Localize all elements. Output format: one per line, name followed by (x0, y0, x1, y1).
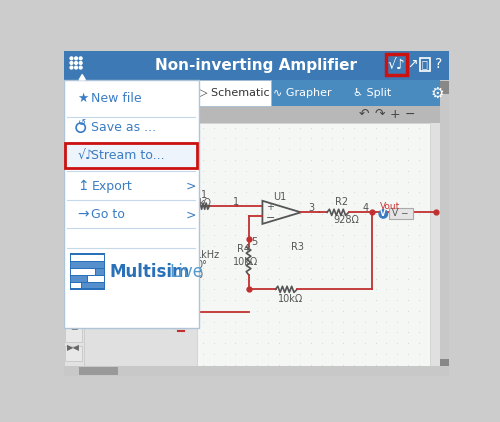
Text: ♿ Split: ♿ Split (352, 88, 391, 98)
Bar (388, 208, 413, 219)
Text: Live: Live (169, 262, 203, 281)
Polygon shape (79, 75, 86, 80)
Text: 0°: 0° (196, 260, 207, 270)
Bar (64, 80, 198, 328)
Text: ↷: ↷ (374, 108, 384, 121)
Text: >: > (186, 208, 196, 221)
Bar (66, 288, 82, 303)
Text: 1: 1 (233, 197, 239, 206)
Bar (66, 346, 82, 361)
Text: R3: R3 (291, 242, 304, 252)
Text: Go to: Go to (92, 208, 126, 221)
Text: 5: 5 (251, 237, 257, 246)
Bar (440, 80, 449, 366)
Bar (64, 51, 449, 80)
Text: ★: ★ (78, 92, 89, 105)
Bar (64, 80, 84, 376)
Bar (82, 283, 104, 288)
Bar (440, 81, 449, 94)
Text: Export: Export (92, 180, 132, 193)
Bar (197, 123, 430, 366)
Text: 10kΩ: 10kΩ (278, 294, 303, 303)
Circle shape (80, 57, 82, 60)
Text: 928Ω: 928Ω (333, 215, 359, 225)
Bar (386, 54, 407, 75)
Text: ⋅—: ⋅— (68, 285, 80, 294)
Text: +: + (266, 202, 274, 212)
Text: →: → (78, 208, 89, 222)
Text: V: V (380, 209, 386, 218)
Bar (88, 276, 104, 281)
Text: R4: R4 (237, 244, 250, 254)
Text: 3: 3 (308, 203, 314, 213)
Text: −: − (405, 108, 415, 121)
Circle shape (80, 66, 82, 69)
Circle shape (74, 57, 78, 60)
Text: Vout: Vout (380, 202, 400, 211)
Text: kΩ: kΩ (198, 198, 210, 208)
Text: New file: New file (92, 92, 142, 105)
Text: ?: ? (435, 57, 442, 71)
Text: −: − (266, 213, 276, 223)
Text: ▷ Schematic: ▷ Schematic (198, 88, 269, 98)
Bar (66, 249, 82, 265)
Circle shape (74, 62, 78, 64)
Text: 0: 0 (196, 271, 202, 281)
Circle shape (70, 57, 73, 60)
Text: ↗︎: ↗︎ (408, 58, 418, 71)
Text: 1kHz: 1kHz (196, 251, 220, 260)
Bar (420, 57, 430, 71)
Text: □⇨: □⇨ (66, 304, 81, 313)
Text: √♪: √♪ (388, 57, 406, 71)
Circle shape (70, 62, 73, 64)
Text: >: > (186, 180, 196, 193)
Text: ∿ Grapher: ∿ Grapher (273, 88, 332, 98)
Text: ☰: ☰ (70, 323, 78, 333)
Bar (66, 268, 82, 284)
Text: ∿: ∿ (70, 265, 78, 275)
Text: V −: V − (392, 209, 408, 218)
Bar (66, 143, 197, 168)
Text: Multisim: Multisim (110, 262, 190, 281)
Text: 1: 1 (201, 190, 207, 200)
Text: √♪: √♪ (78, 149, 94, 162)
Text: ↺: ↺ (78, 118, 86, 128)
Bar (197, 80, 449, 106)
Text: Non-inverting Amplifier: Non-inverting Amplifier (155, 58, 357, 73)
Text: 4: 4 (362, 203, 368, 213)
Circle shape (74, 66, 78, 69)
Text: ――: ―― (66, 246, 82, 255)
Bar (66, 232, 82, 247)
Text: U1: U1 (273, 192, 286, 202)
Bar (197, 106, 440, 123)
Text: ~: ~ (176, 258, 186, 271)
Bar (64, 366, 449, 376)
Bar (72, 276, 87, 281)
Bar (96, 269, 104, 275)
Text: Save as ...: Save as ... (92, 121, 156, 134)
Text: ⚙: ⚙ (430, 86, 444, 100)
Circle shape (379, 210, 388, 218)
Bar (72, 255, 104, 261)
Text: +: + (390, 108, 400, 121)
Bar (79, 367, 118, 375)
Text: Stream to...: Stream to... (92, 149, 165, 162)
Text: ↥: ↥ (78, 179, 89, 193)
Bar (198, 80, 271, 106)
Bar (66, 326, 82, 342)
Bar (440, 359, 449, 366)
Text: ↶: ↶ (359, 108, 370, 121)
Circle shape (80, 62, 82, 64)
Bar (72, 283, 80, 288)
Bar (72, 262, 104, 268)
Text: ⬜: ⬜ (422, 60, 428, 70)
Text: 10kΩ: 10kΩ (233, 257, 258, 268)
Bar (66, 307, 82, 322)
Text: R2: R2 (335, 197, 348, 206)
Text: ▶◀: ▶◀ (68, 343, 80, 352)
Circle shape (70, 66, 73, 69)
Bar (72, 269, 94, 275)
Bar (70, 253, 106, 290)
